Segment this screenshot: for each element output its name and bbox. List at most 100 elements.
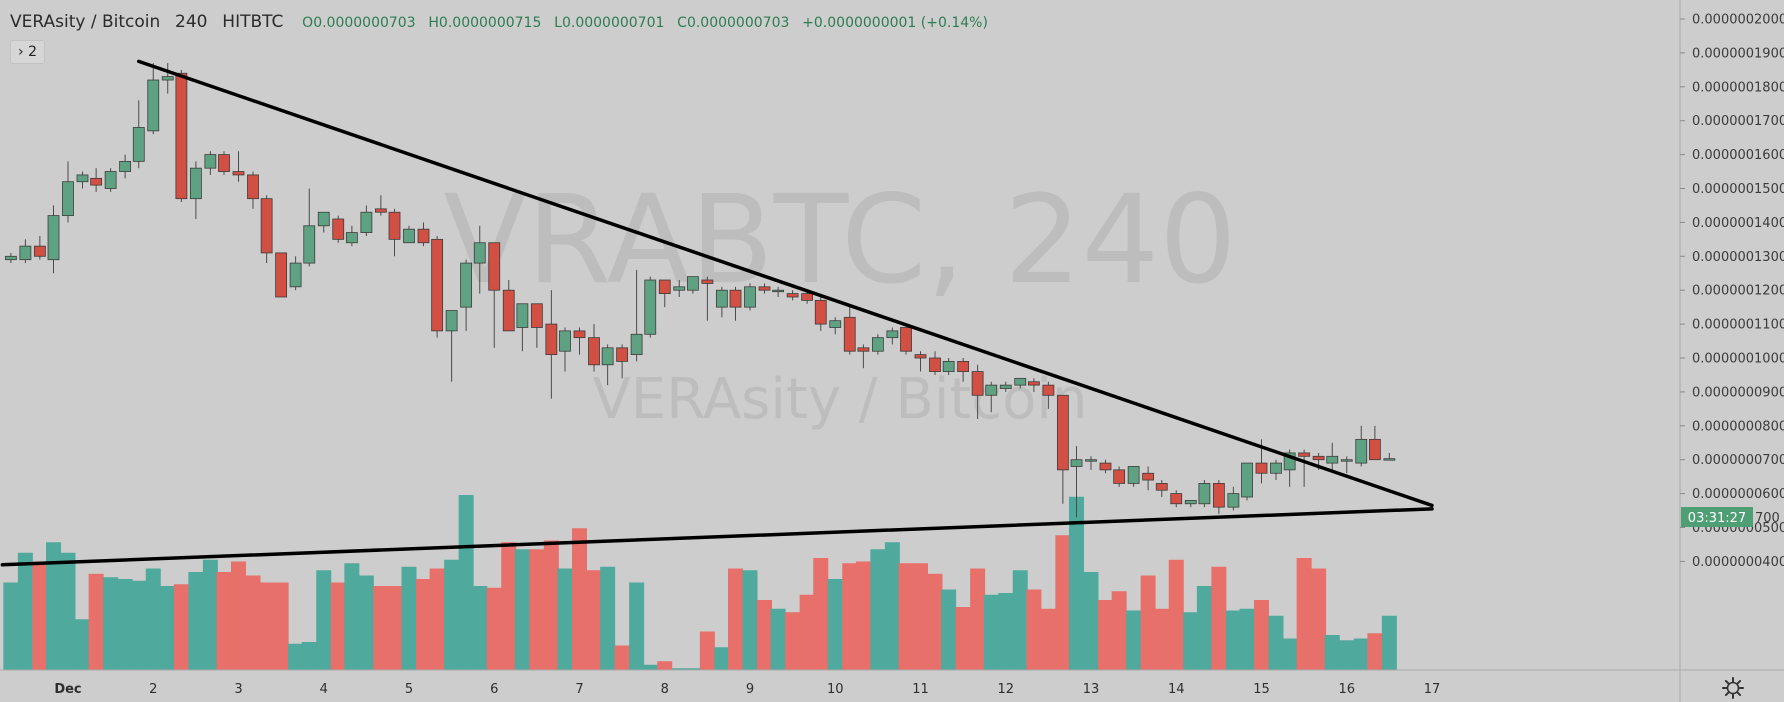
volume-bar xyxy=(514,549,530,670)
volume-bar xyxy=(17,552,33,670)
candle-body xyxy=(516,303,529,328)
candle-body xyxy=(488,242,501,291)
candle-body xyxy=(1241,462,1253,498)
candle-body xyxy=(886,330,899,339)
indicator-count: 2 xyxy=(28,44,37,60)
candle-body xyxy=(445,310,458,332)
volume-bar xyxy=(188,572,204,670)
volume-bar xyxy=(998,593,1014,670)
gear-icon[interactable] xyxy=(1720,675,1746,701)
candle-body xyxy=(1198,483,1211,505)
candle-body xyxy=(1212,483,1225,508)
candle-body xyxy=(686,276,699,291)
candle-body xyxy=(247,174,259,200)
candle-body xyxy=(1056,394,1069,471)
candle-body xyxy=(857,347,870,352)
price-axis[interactable]: 0.0000002000 0.0000001900 0.0000001800 0.00… xyxy=(1680,13,1784,570)
volume-bar xyxy=(429,568,445,670)
candle-body xyxy=(1298,452,1311,457)
price-tick-label: 0.0000000700 xyxy=(1692,453,1784,468)
volume-bar xyxy=(1296,558,1312,670)
candle-body xyxy=(289,262,302,288)
price-tick-label: 0.0000001800 xyxy=(1692,80,1784,95)
candle-body xyxy=(1085,459,1097,462)
low-value: L0.0000000701 xyxy=(554,15,665,31)
candle-body xyxy=(204,154,217,169)
candle-body xyxy=(914,354,927,359)
price-tick-label: 0.0000001000 xyxy=(1692,352,1784,367)
volume-bar xyxy=(557,568,573,670)
volume-bar xyxy=(728,568,744,670)
time-tick-label: 15 xyxy=(1253,682,1270,697)
candle-body xyxy=(33,245,46,257)
countdown-text: 03:31:27 xyxy=(1688,511,1746,526)
candle-body xyxy=(62,181,74,217)
time-tick-label: 9 xyxy=(746,682,754,697)
watermark-name: VERAsity / Bitcoin xyxy=(593,367,1088,432)
volume-bar xyxy=(1239,608,1255,670)
candle-body xyxy=(175,72,188,200)
volume-bar xyxy=(600,566,616,670)
volume-bar xyxy=(614,645,630,670)
candles xyxy=(4,63,1396,518)
volume-bar xyxy=(330,582,346,670)
candle-body xyxy=(260,198,273,254)
candle-body xyxy=(1113,469,1126,484)
volume-bar xyxy=(941,589,957,670)
time-axis[interactable]: Dec 2 3 4 5 6 7 8 9 10 11 12 13 14 15 16 17 xyxy=(54,682,1440,697)
volume-bar xyxy=(472,586,488,670)
candle-body xyxy=(232,171,245,176)
volume-bar xyxy=(74,619,90,670)
trendline xyxy=(137,59,1434,508)
volume-bar xyxy=(273,582,289,670)
volume-bar xyxy=(1282,638,1298,670)
volume-bar xyxy=(501,542,517,670)
volume-bar xyxy=(46,542,62,670)
volume-bar xyxy=(586,570,602,670)
candle-body xyxy=(47,215,60,261)
candle-body xyxy=(1255,462,1268,474)
candle-body xyxy=(1184,499,1197,505)
close-value: C0.0000000703 xyxy=(677,15,790,31)
indicator-toggle-button[interactable]: › 2 xyxy=(10,40,45,64)
volume-bar xyxy=(1225,610,1241,670)
volume-bar xyxy=(642,664,658,670)
volume-bar xyxy=(913,563,928,670)
high-value: H0.0000000715 xyxy=(428,15,542,31)
time-tick-label: 16 xyxy=(1338,682,1355,697)
time-tick-label: 11 xyxy=(912,682,929,697)
volume-bar xyxy=(1069,496,1085,670)
candle-body xyxy=(545,323,558,356)
time-tick-label: 13 xyxy=(1083,682,1100,697)
candle-body xyxy=(189,167,202,200)
candle-body xyxy=(929,357,941,372)
candle-body xyxy=(701,279,714,284)
time-tick-label: 6 xyxy=(490,682,498,697)
candle-body xyxy=(417,228,430,244)
volume-bar xyxy=(216,572,232,670)
volume-bar xyxy=(1311,568,1327,670)
volume-bar xyxy=(543,540,559,670)
volume-bar xyxy=(927,573,943,670)
time-tick-label: 3 xyxy=(234,682,242,697)
volume-bar xyxy=(1353,638,1369,670)
candle-body xyxy=(275,252,288,298)
candle-body xyxy=(601,347,614,366)
candle-body xyxy=(1355,438,1368,464)
candle-body xyxy=(971,371,984,396)
volume-bar xyxy=(1339,640,1355,670)
price-tick-label: 0.0000001500 xyxy=(1692,182,1784,197)
volume-bar xyxy=(955,607,971,670)
candle-body xyxy=(374,208,387,213)
candle-body xyxy=(999,384,1012,389)
candle-body xyxy=(1227,493,1240,508)
volume-bar xyxy=(245,575,261,670)
volume-bar xyxy=(60,552,76,670)
candle-body xyxy=(616,347,629,362)
volume-bar xyxy=(813,558,829,670)
candle-body xyxy=(104,171,117,189)
candle-body xyxy=(1070,459,1083,467)
candle-body xyxy=(218,154,230,172)
volume-bar xyxy=(401,566,417,670)
